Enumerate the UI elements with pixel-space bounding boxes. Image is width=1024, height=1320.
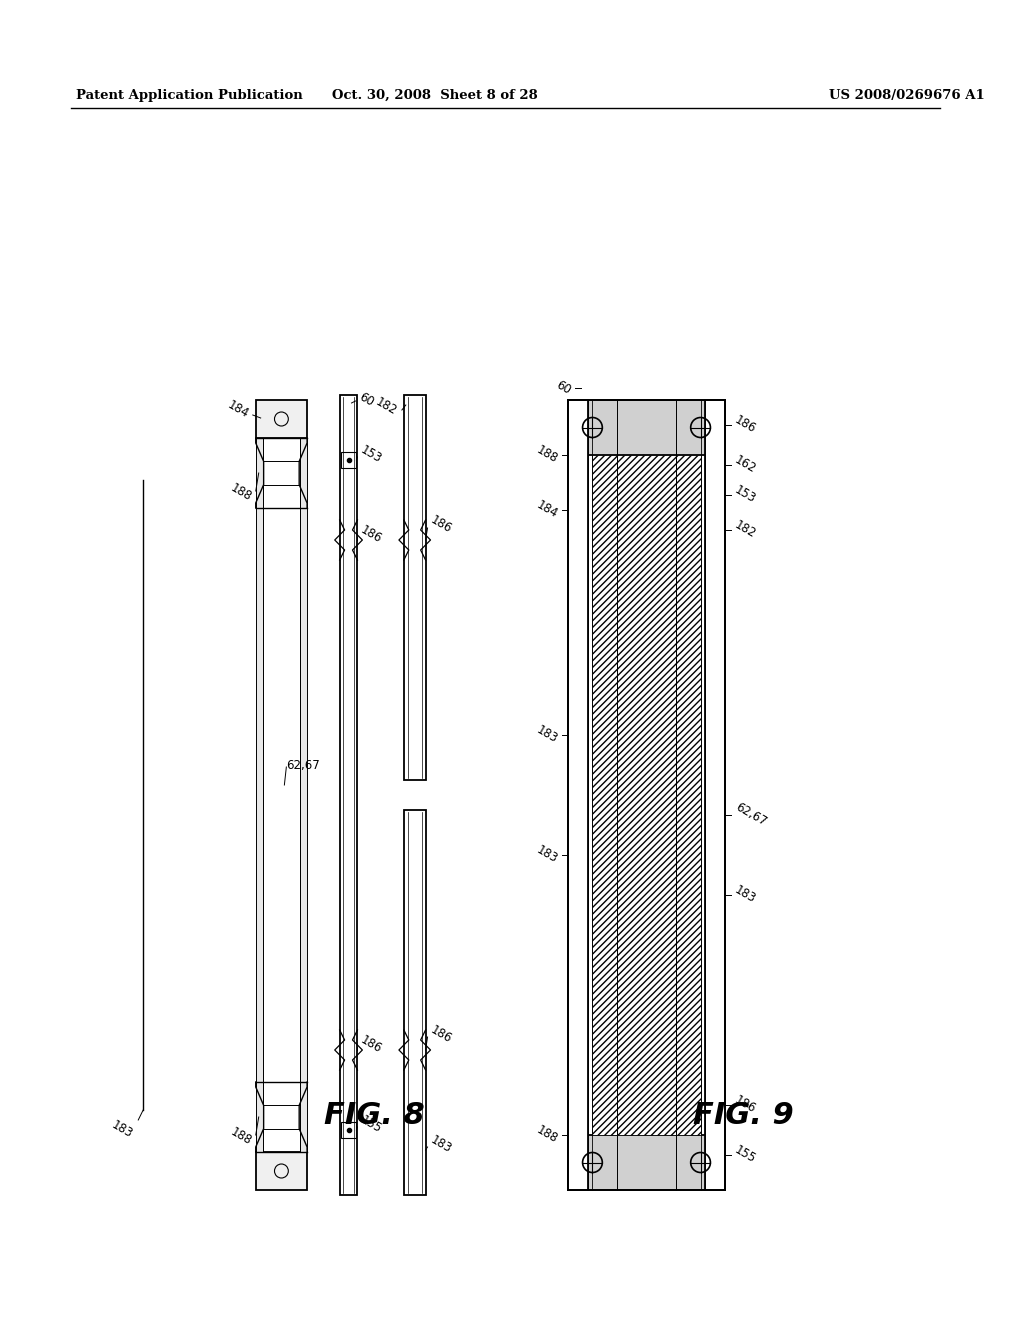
Text: 186: 186 <box>358 1034 384 1056</box>
Text: 62,67: 62,67 <box>732 801 768 829</box>
Text: 184: 184 <box>225 399 251 421</box>
Bar <box>567 400 725 455</box>
Text: US 2008/0269676 A1: US 2008/0269676 A1 <box>829 88 985 102</box>
Bar <box>567 400 588 1191</box>
Bar <box>593 455 617 1135</box>
Text: 155: 155 <box>732 1144 759 1166</box>
Text: 182: 182 <box>373 396 399 418</box>
Text: 183: 183 <box>535 723 560 746</box>
Text: 188: 188 <box>228 1126 254 1148</box>
Text: 186: 186 <box>428 1024 455 1047</box>
Text: 155: 155 <box>358 1114 384 1137</box>
Text: 183: 183 <box>732 884 759 907</box>
Text: 186: 186 <box>732 1094 759 1117</box>
Text: Oct. 30, 2008  Sheet 8 of 28: Oct. 30, 2008 Sheet 8 of 28 <box>332 88 538 102</box>
Text: 183: 183 <box>428 1134 455 1156</box>
Text: 162: 162 <box>732 454 759 477</box>
Text: 186: 186 <box>732 413 759 436</box>
Bar <box>705 400 725 1191</box>
Bar <box>300 438 307 1152</box>
Bar <box>341 451 356 469</box>
Text: 188: 188 <box>535 1123 560 1146</box>
Bar <box>567 1135 725 1191</box>
Text: 186: 186 <box>428 513 455 536</box>
Text: FIG. 8: FIG. 8 <box>324 1101 425 1130</box>
Text: 186: 186 <box>358 524 384 546</box>
Text: 60: 60 <box>356 391 376 409</box>
Text: 60: 60 <box>553 379 572 397</box>
Text: 183: 183 <box>110 1119 135 1142</box>
Bar <box>617 455 677 1135</box>
Text: 184: 184 <box>534 499 560 521</box>
Bar <box>256 438 262 1152</box>
Text: 153: 153 <box>358 444 384 466</box>
Bar <box>341 1122 356 1138</box>
Text: 153: 153 <box>732 484 759 506</box>
Bar <box>403 395 426 780</box>
Text: Patent Application Publication: Patent Application Publication <box>76 88 302 102</box>
Bar <box>256 1152 307 1191</box>
Text: 183: 183 <box>535 843 560 866</box>
Bar <box>340 395 357 1195</box>
Text: FIG. 9: FIG. 9 <box>693 1101 794 1130</box>
Text: 188: 188 <box>228 482 254 504</box>
Text: 62,67: 62,67 <box>287 759 321 771</box>
Text: 188: 188 <box>535 444 560 466</box>
Bar <box>403 810 426 1195</box>
Text: 182: 182 <box>732 519 759 541</box>
Bar <box>677 455 701 1135</box>
Bar <box>256 400 307 438</box>
